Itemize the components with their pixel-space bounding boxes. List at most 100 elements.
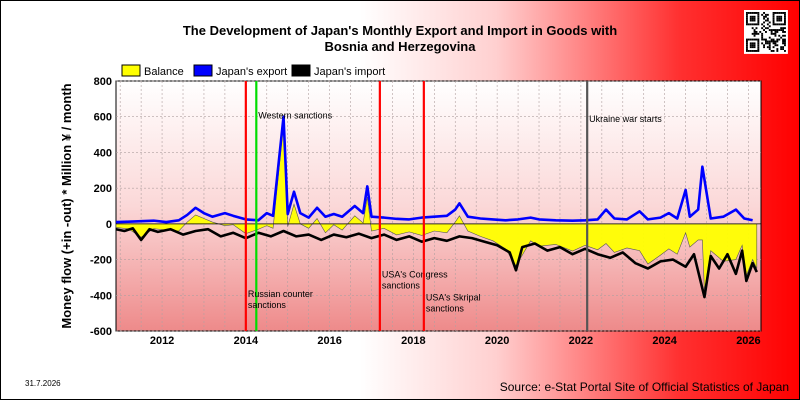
qr-cell [746, 44, 748, 47]
qr-cell [772, 13, 775, 16]
qr-cell [747, 50, 750, 52]
y-axis-label: Money flow (+in -out) * Million ¥ / mont… [59, 83, 74, 328]
qr-cell [746, 48, 748, 50]
qr-cell [755, 50, 758, 52]
qr-cell [772, 19, 775, 22]
x-tick-label: 2016 [317, 335, 341, 347]
qr-cell [768, 36, 771, 39]
qr-cell [766, 42, 769, 45]
chart-title-line-1: The Development of Japan's Monthly Expor… [183, 23, 617, 38]
qr-cell [776, 48, 779, 50]
qr-cell [772, 50, 775, 52]
qr-cell [763, 17, 765, 20]
qr-cell [766, 27, 769, 30]
legend-swatch-balance [121, 64, 141, 77]
qr-cell [782, 31, 784, 33]
qr-cell [766, 46, 769, 49]
qr-cell [759, 31, 762, 33]
qr-cell [780, 29, 783, 31]
qr-cell [784, 21, 786, 24]
x-tick-label: 2020 [485, 335, 509, 347]
qr-cell [757, 23, 760, 26]
qr-cell [768, 46, 771, 49]
qr-cell [784, 40, 786, 43]
qr-cell [757, 13, 760, 16]
x-tick-label: 2024 [652, 335, 677, 347]
qr-cell [766, 17, 769, 20]
qr-cell [757, 21, 760, 24]
qr-cell [761, 27, 764, 30]
qr-cell [765, 27, 767, 30]
qr-cell [782, 27, 784, 30]
qr-cell [757, 19, 760, 22]
qr-cell [757, 40, 760, 43]
qr-cell [770, 29, 773, 31]
qr-cell [780, 23, 783, 26]
qr-cell [753, 42, 756, 45]
qr-cell [772, 32, 775, 35]
qr-cell [746, 13, 748, 16]
qr-cell [784, 44, 786, 47]
annotation-label-usa-congress-sanctions: sanctions [382, 280, 421, 290]
qr-cell [774, 29, 777, 31]
qr-cell [749, 15, 752, 18]
qr-cell [749, 23, 752, 26]
qr-cell [768, 42, 771, 45]
qr-cell [770, 38, 773, 41]
qr-cell [778, 38, 781, 41]
qr-cell [780, 46, 783, 49]
qr-cell [755, 12, 758, 14]
qr-cell [746, 50, 748, 52]
qr-cell [753, 29, 756, 31]
qr-cell [751, 46, 754, 49]
qr-cell [770, 31, 773, 33]
qr-cell [780, 48, 783, 50]
qr-cell [746, 42, 748, 45]
qr-cell [770, 32, 773, 35]
qr-cell [784, 50, 786, 52]
x-tick-label: 2026 [736, 335, 760, 347]
qr-cell [757, 48, 760, 50]
y-tick-label: 200 [94, 183, 112, 195]
qr-cell [765, 40, 767, 43]
qr-cell [755, 32, 758, 35]
qr-cell [780, 17, 783, 20]
qr-cell [776, 12, 779, 14]
qr-cell [747, 38, 750, 41]
qr-cell [784, 23, 786, 26]
x-tick-label: 2018 [401, 335, 425, 347]
qr-cell [784, 12, 786, 14]
source-credit: Source: e-Stat Portal Site of Official S… [500, 380, 789, 394]
qr-cell [751, 42, 754, 45]
plot-area [115, 80, 762, 332]
qr-cell [746, 17, 748, 20]
qr-cell [763, 29, 765, 31]
qr-cell [747, 23, 750, 26]
qr-cell [753, 44, 756, 47]
qr-cell [755, 38, 758, 41]
qr-cell [780, 19, 783, 22]
qr-cell [746, 12, 748, 14]
qr-cell [772, 17, 775, 20]
qr-cell [782, 42, 784, 45]
qr-cell [749, 46, 752, 49]
qr-cell [749, 17, 752, 20]
qr-cell [774, 44, 777, 47]
qr-cell [761, 13, 764, 16]
qr-cell [749, 38, 752, 41]
qr-cell [757, 42, 760, 45]
qr-cell [761, 34, 764, 37]
qr-cell [746, 19, 748, 22]
qr-cell [757, 15, 760, 18]
qr-cell [753, 12, 756, 14]
qr-cell [749, 19, 752, 22]
qr-cell [761, 36, 764, 39]
qr-cell [766, 40, 769, 43]
qr-cell [757, 50, 760, 52]
legend-swatch-export [193, 64, 213, 77]
qr-cell [780, 15, 783, 18]
y-tick-label: 0 [106, 219, 112, 231]
qr-cell [782, 40, 784, 43]
qr-cell [780, 36, 783, 39]
qr-cell [784, 27, 786, 30]
